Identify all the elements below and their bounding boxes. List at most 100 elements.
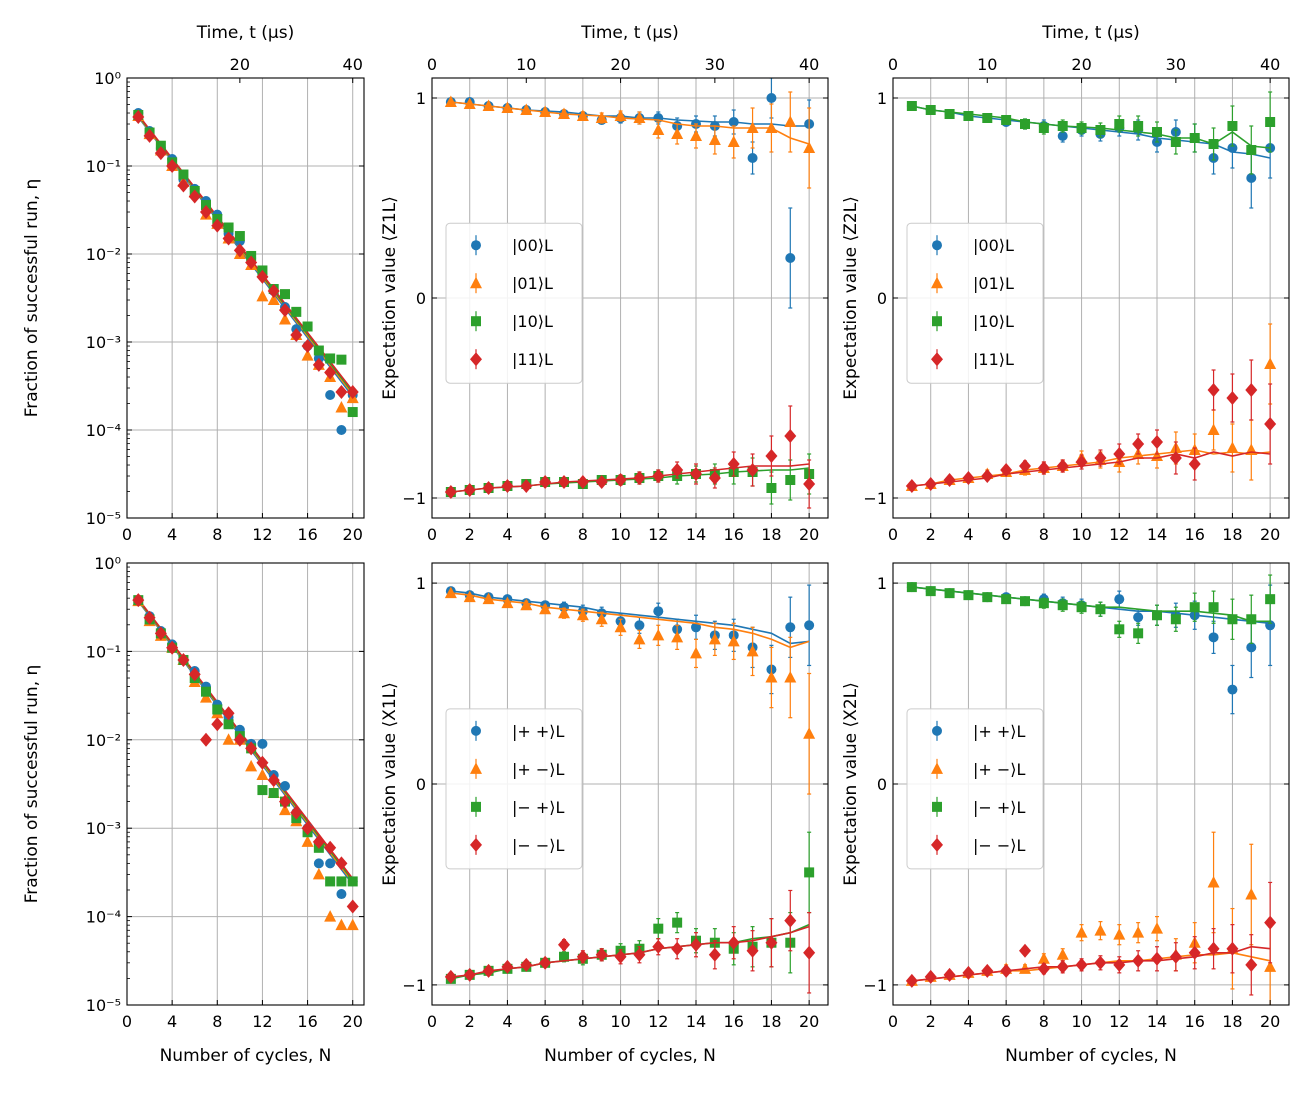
data-point-orange <box>633 632 646 645</box>
top-tick-label: 30 <box>705 55 725 74</box>
data-point-orange <box>690 646 702 659</box>
x-tick-label: 20 <box>799 525 819 544</box>
x-tick-label: 6 <box>540 525 550 544</box>
data-point-red <box>784 429 797 443</box>
x-tick-label: 4 <box>167 525 177 544</box>
data-point-red <box>1169 451 1182 465</box>
data-point-red <box>1226 941 1239 956</box>
data-point-blue <box>1114 594 1125 605</box>
data-point-red <box>245 741 258 756</box>
y-tick-label: 10⁻⁴ <box>86 908 121 927</box>
data-point-green <box>336 876 347 887</box>
data-point-orange <box>346 918 359 931</box>
data-point-red <box>803 945 816 960</box>
y-axis-label: Expectation value ⟨X1L⟩ <box>380 682 400 886</box>
y-tick-label: −1 <box>863 976 887 995</box>
legend-label: |10⟩L <box>512 312 553 331</box>
data-point-red <box>520 479 533 493</box>
data-point-orange <box>1207 875 1220 888</box>
data-point-orange <box>614 109 627 121</box>
data-point-red <box>256 269 269 284</box>
y-tick-label: 1 <box>416 89 426 108</box>
y-tick-label: 0 <box>416 775 426 794</box>
data-point-blue <box>785 253 796 263</box>
x-tick-label: 16 <box>724 525 744 544</box>
legend-marker-orange <box>470 762 482 774</box>
data-point-green <box>672 917 683 928</box>
data-point-orange <box>558 107 570 119</box>
x-tick-label: 0 <box>122 1012 132 1031</box>
data-point-red <box>727 457 740 471</box>
legend-label: |+ +⟩L <box>512 722 565 741</box>
data-point-blue <box>325 858 336 869</box>
data-point-red <box>1264 915 1277 930</box>
legend-box <box>906 708 1044 870</box>
data-point-red <box>290 328 303 343</box>
data-point-orange <box>279 803 291 816</box>
top-tick-label: 0 <box>888 55 898 74</box>
x-tick-label: 8 <box>578 1012 588 1031</box>
data-point-red <box>614 949 627 964</box>
plot-area <box>444 78 816 509</box>
y-tick-label: 0 <box>416 289 426 308</box>
data-point-red <box>256 755 269 770</box>
data-point-green <box>268 788 279 799</box>
data-point-red <box>1056 459 1069 473</box>
data-point-red <box>1056 959 1069 974</box>
data-point-red <box>267 283 280 298</box>
data-point-orange <box>595 612 608 625</box>
data-point-red <box>690 937 702 952</box>
data-point-red <box>233 732 246 747</box>
data-point-green <box>347 407 358 418</box>
x-tick-label: 4 <box>502 1012 512 1031</box>
top-tick-label: 40 <box>343 55 363 74</box>
data-point-red <box>595 475 608 489</box>
data-point-red <box>1226 391 1239 405</box>
legend-marker-green <box>932 801 942 812</box>
x-tick-label: 12 <box>1109 525 1129 544</box>
data-point-orange <box>1113 928 1126 940</box>
data-point-orange <box>614 620 627 633</box>
data-point-red <box>690 467 702 481</box>
data-point-green <box>1170 614 1181 625</box>
data-point-green <box>201 686 211 697</box>
data-point-blue <box>1057 131 1068 141</box>
data-point-orange <box>765 121 778 133</box>
data-point-green <box>313 345 324 356</box>
y-tick-label: −1 <box>402 489 426 508</box>
x-tick-label: 0 <box>427 1012 437 1031</box>
data-point-blue <box>1265 620 1276 631</box>
x-tick-label: 0 <box>122 525 132 544</box>
legend-label: |00⟩L <box>512 236 553 255</box>
x-tick-label: 6 <box>540 1012 550 1031</box>
data-point-red <box>482 963 495 978</box>
data-point-red <box>143 610 156 625</box>
data-point-red <box>765 935 778 950</box>
x-tick-label: 0 <box>427 525 437 544</box>
data-point-red <box>981 963 994 978</box>
data-point-red <box>962 965 975 980</box>
top-tick-label: 20 <box>230 55 250 74</box>
data-point-red <box>463 483 476 497</box>
data-point-blue <box>325 389 336 400</box>
legend-box <box>445 708 583 870</box>
data-point-red <box>943 967 956 982</box>
data-point-blue <box>336 425 347 435</box>
legend-label: |− −⟩L <box>512 836 565 855</box>
data-point-orange <box>727 135 740 147</box>
data-point-red <box>132 593 145 608</box>
legend-marker-blue <box>932 725 942 736</box>
x-tick-label: 4 <box>963 1012 973 1031</box>
data-point-green <box>1208 139 1219 149</box>
data-point-green <box>785 475 796 485</box>
y-axis-label: Expectation value ⟨Z2L⟩ <box>841 196 861 400</box>
data-point-red <box>482 481 495 495</box>
data-point-orange <box>256 289 269 302</box>
data-point-green <box>1227 121 1238 131</box>
data-point-green <box>1208 602 1219 613</box>
y-tick-label: 10⁻² <box>86 245 121 264</box>
top-axis-label: Time, t (μs) <box>1041 23 1139 43</box>
legend-marker-blue <box>932 240 942 251</box>
